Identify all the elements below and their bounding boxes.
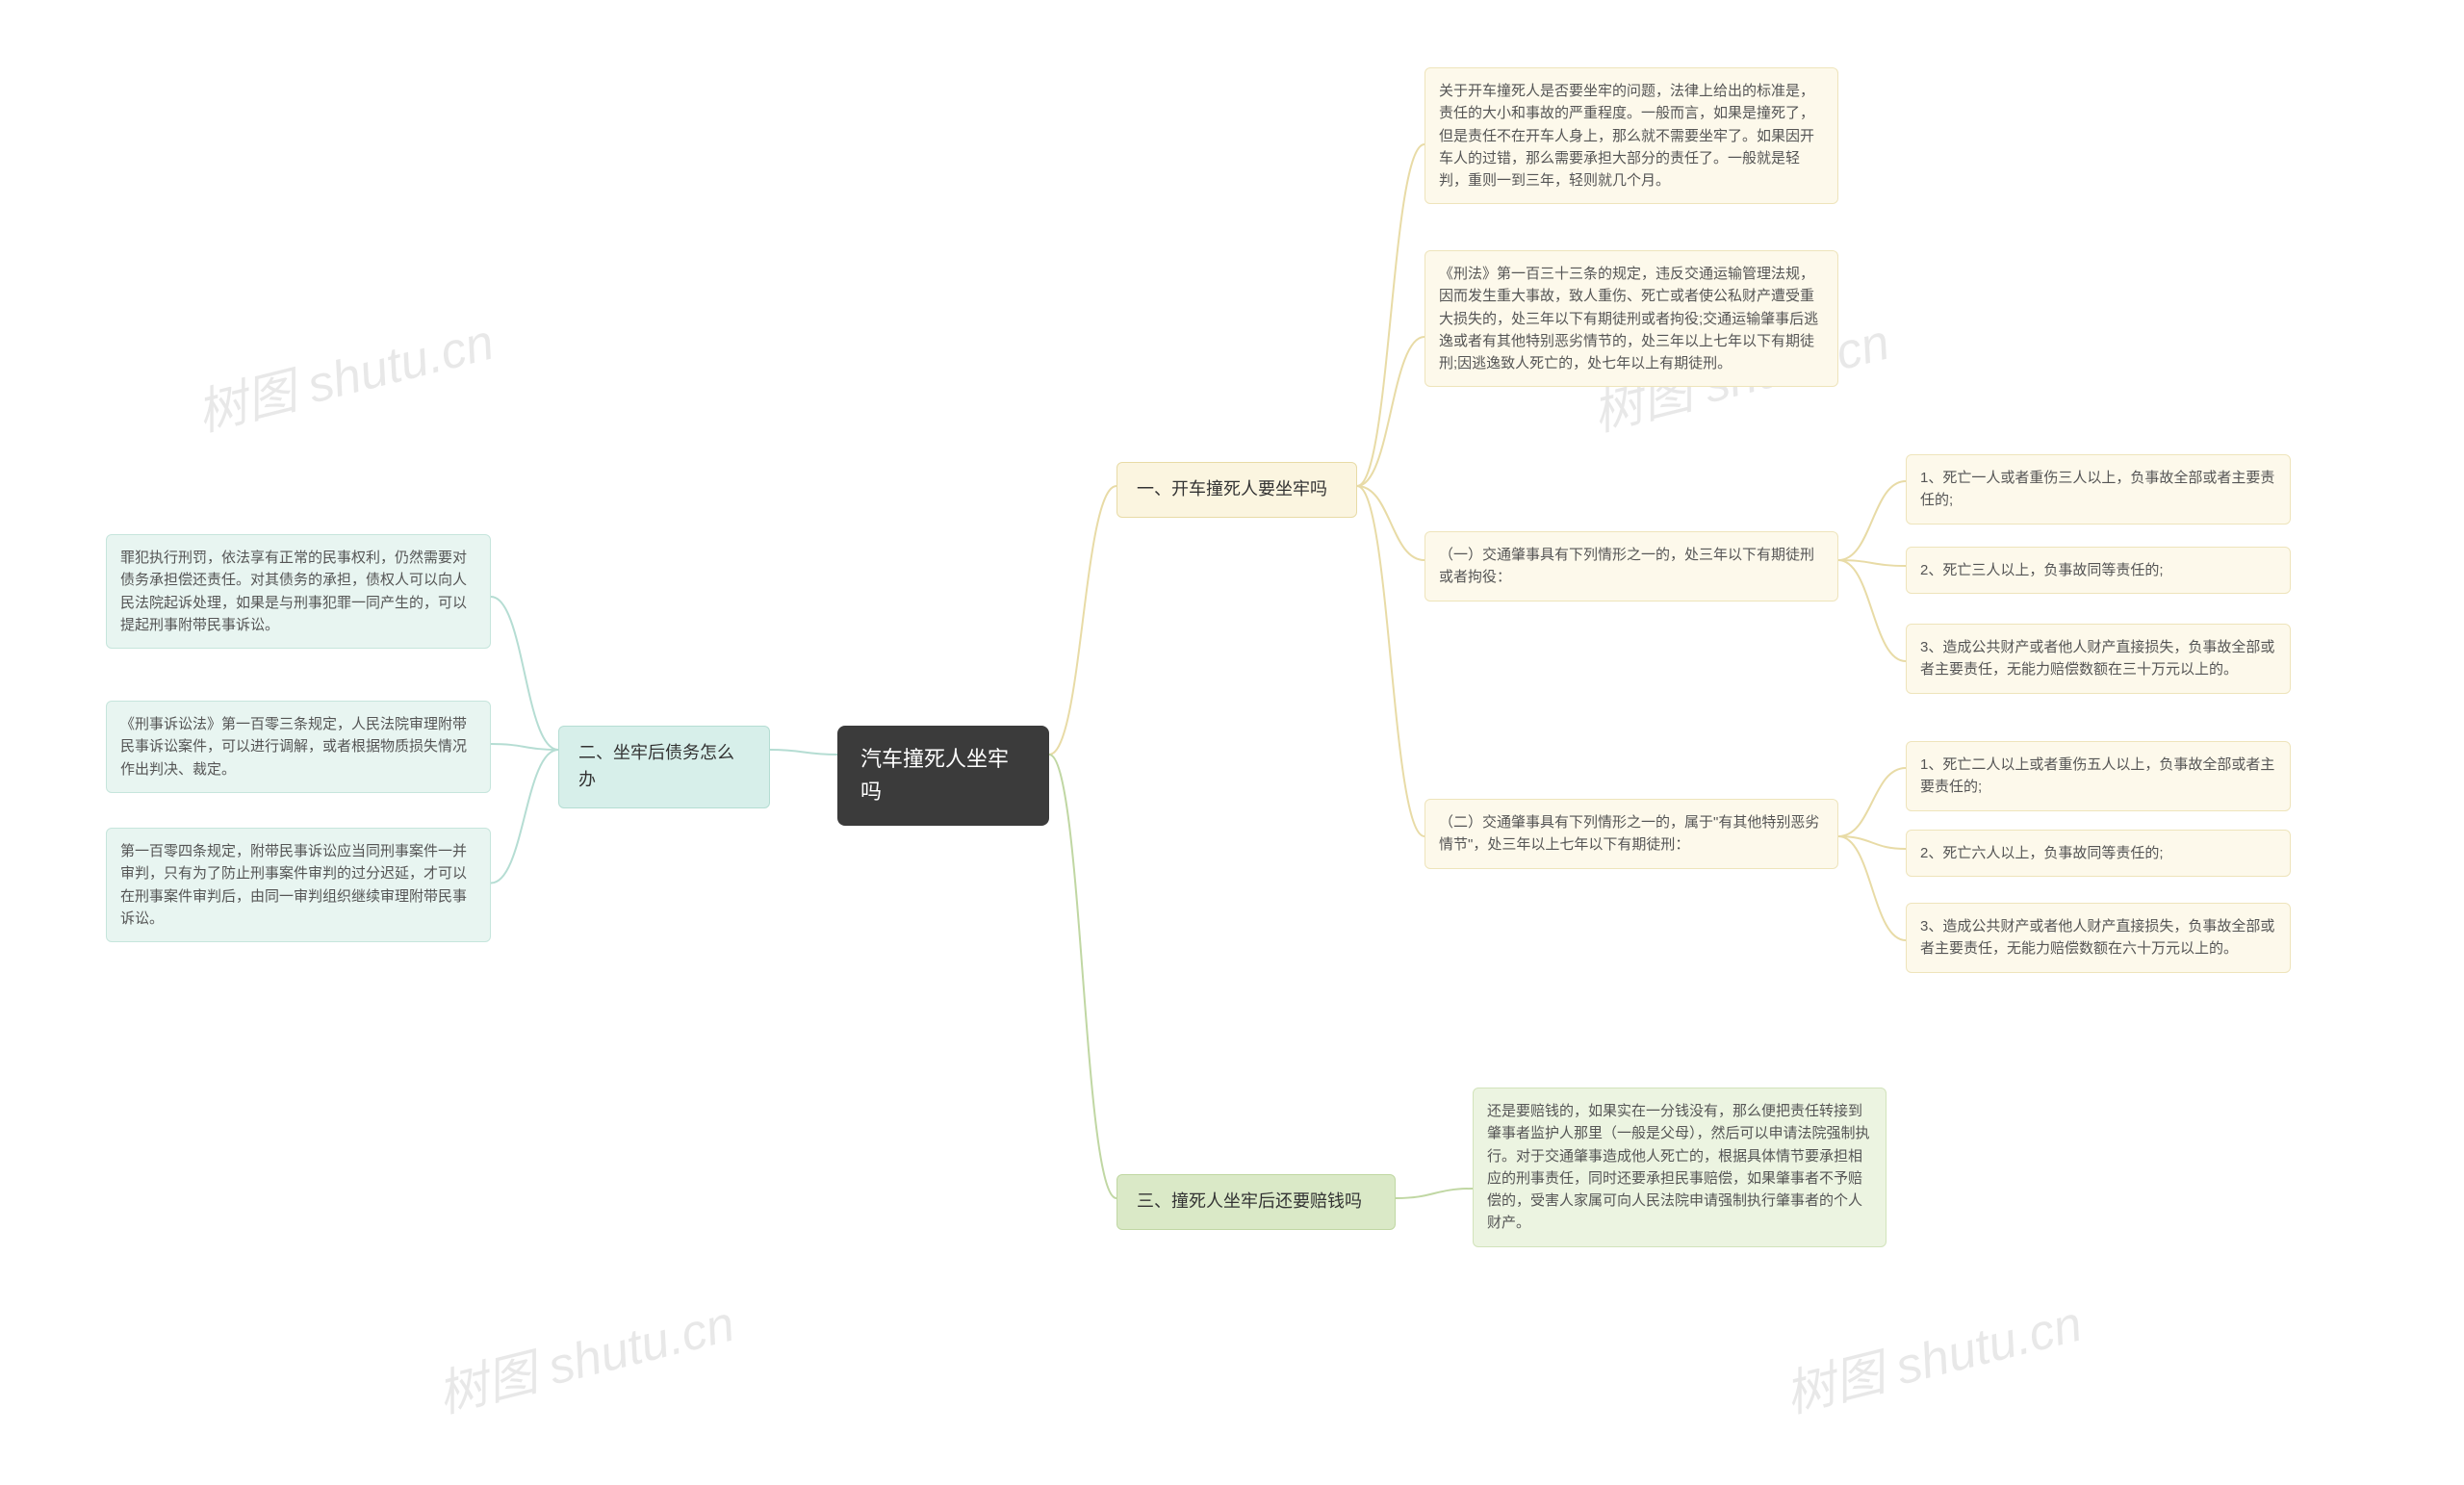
branch-1-subleaf[interactable]: 2、死亡六人以上，负事故同等责任的;: [1906, 830, 2291, 877]
watermark: 树图 shutu.cn: [429, 1283, 741, 1426]
branch-1-subleaf[interactable]: 1、死亡二人以上或者重伤五人以上，负事故全部或者主要责任的;: [1906, 741, 2291, 811]
branch-1-subleaf[interactable]: 1、死亡一人或者重伤三人以上，负事故全部或者主要责任的;: [1906, 454, 2291, 525]
branch-1-leaf[interactable]: （一）交通肇事具有下列情形之一的，处三年以下有期徒刑或者拘役：: [1424, 531, 1838, 602]
branch-2-leaf[interactable]: 罪犯执行刑罚，依法享有正常的民事权利，仍然需要对债务承担偿还责任。对其债务的承担…: [106, 534, 491, 649]
branch-1-leaf[interactable]: 关于开车撞死人是否要坐牢的问题，法律上给出的标准是，责任的大小和事故的严重程度。…: [1424, 67, 1838, 204]
branch-1-subleaf[interactable]: 2、死亡三人以上，负事故同等责任的;: [1906, 547, 2291, 594]
watermark: 树图 shutu.cn: [189, 301, 500, 445]
mindmap-canvas: 树图 shutu.cn 树图 shutu.cn 树图 shutu.cn 树图 s…: [0, 0, 2464, 1485]
branch-2-leaf[interactable]: 《刑事诉讼法》第一百零三条规定，人民法院审理附带民事诉讼案件，可以进行调解，或者…: [106, 701, 491, 793]
branch-1-subleaf[interactable]: 3、造成公共财产或者他人财产直接损失，负事故全部或者主要责任，无能力赔偿数额在三…: [1906, 624, 2291, 694]
watermark: 树图 shutu.cn: [1777, 1283, 2089, 1426]
branch-1-leaf[interactable]: （二）交通肇事具有下列情形之一的，属于"有其他特别恶劣情节"，处三年以上七年以下…: [1424, 799, 1838, 869]
branch-1-leaf[interactable]: 《刑法》第一百三十三条的规定，违反交通运输管理法规，因而发生重大事故，致人重伤、…: [1424, 250, 1838, 387]
branch-2-leaf[interactable]: 第一百零四条规定，附带民事诉讼应当同刑事案件一并审判，只有为了防止刑事案件审判的…: [106, 828, 491, 942]
branch-1-subleaf[interactable]: 3、造成公共财产或者他人财产直接损失，负事故全部或者主要责任，无能力赔偿数额在六…: [1906, 903, 2291, 973]
branch-3[interactable]: 三、撞死人坐牢后还要赔钱吗: [1116, 1174, 1396, 1230]
branch-1[interactable]: 一、开车撞死人要坐牢吗: [1116, 462, 1357, 518]
branch-2[interactable]: 二、坐牢后债务怎么办: [558, 726, 770, 808]
root-node[interactable]: 汽车撞死人坐牢吗: [837, 726, 1049, 826]
branch-3-leaf[interactable]: 还是要赔钱的，如果实在一分钱没有，那么便把责任转接到肇事者监护人那里（一般是父母…: [1473, 1088, 1886, 1247]
